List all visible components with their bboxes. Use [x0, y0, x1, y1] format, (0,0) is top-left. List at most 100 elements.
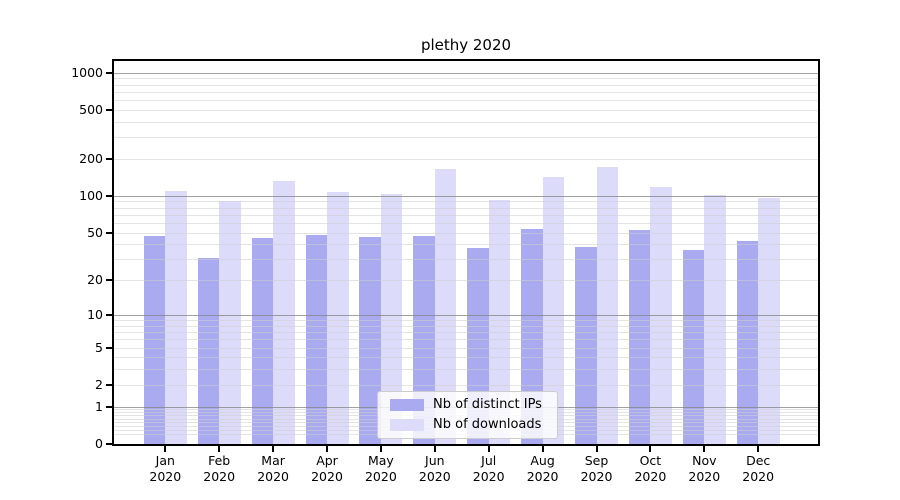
minor-gridline [114, 158, 818, 160]
bar-distinct-ips [251, 238, 274, 444]
bar-downloads [219, 201, 241, 444]
y-tick-mark [106, 383, 112, 386]
bar-distinct-ips [305, 234, 327, 444]
y-tick-mark [106, 314, 112, 317]
x-tick-label-year: 2020 [418, 469, 451, 484]
y-tick-mark [106, 194, 112, 197]
x-tick-mark [433, 446, 436, 452]
x-tick-label-month: Jun [425, 453, 445, 468]
minor-gridline [114, 244, 818, 246]
legend-swatch [390, 418, 424, 431]
x-tick-label-year: 2020 [580, 469, 613, 484]
minor-gridline [114, 347, 818, 349]
x-tick-mark [487, 446, 490, 452]
x-tick-mark [595, 446, 598, 452]
minor-gridline [114, 91, 818, 93]
x-tick-label-month: Aug [530, 453, 555, 468]
minor-gridline [114, 357, 818, 359]
legend-label: Nb of distinct IPs [433, 397, 542, 412]
x-tick-label-month: Apr [316, 453, 338, 468]
x-tick-label-year: 2020 [472, 469, 505, 484]
minor-gridline [114, 339, 818, 341]
x-tick-mark [164, 446, 167, 452]
x-tick-mark [703, 446, 706, 452]
y-tick-label: 0 [95, 436, 103, 451]
y-tick-label: 20 [87, 272, 103, 288]
y-tick-mark [106, 71, 112, 74]
y-tick-label: 5 [95, 339, 103, 355]
x-tick-label-year: 2020 [149, 469, 182, 484]
chart-title: plethy 2020 [420, 36, 512, 54]
x-tick-label-month: Jan [155, 453, 175, 468]
minor-gridline [114, 325, 818, 327]
y-tick-label: 100 [79, 187, 103, 203]
minor-gridline [114, 84, 818, 86]
bar-distinct-ips [575, 247, 597, 444]
x-tick-mark [272, 446, 275, 452]
bar-downloads [488, 200, 511, 444]
y-tick-label: 10 [87, 307, 103, 323]
x-tick-label-year: 2020 [688, 469, 721, 484]
x-tick-label-year: 2020 [311, 469, 343, 484]
y-tick-mark [106, 108, 112, 111]
bar-distinct-ips [736, 240, 759, 444]
x-tick-mark [379, 446, 382, 452]
x-tick-label-month: Dec [746, 453, 771, 468]
legend-swatch [390, 398, 424, 411]
y-tick-mark [106, 279, 112, 282]
x-tick-label-year: 2020 [742, 469, 775, 484]
bar-downloads [704, 195, 726, 444]
minor-gridline [114, 109, 818, 111]
y-tick-label: 2 [95, 376, 103, 392]
minor-gridline [114, 232, 818, 234]
bar-downloads [273, 181, 295, 444]
bar-downloads [380, 194, 403, 444]
x-tick-label-month: Feb [208, 453, 231, 468]
bar-downloads [165, 190, 187, 444]
minor-gridline [114, 280, 818, 282]
y-tick-label: 500 [79, 101, 103, 117]
y-tick-mark [106, 443, 112, 445]
minor-gridline [114, 259, 818, 261]
x-tick-label-year: 2020 [203, 469, 236, 484]
bar-downloads [434, 169, 457, 444]
x-tick-label-year: 2020 [526, 469, 559, 484]
x-tick-label-month: Jul [481, 453, 497, 468]
x-tick-label-year: 2020 [634, 469, 667, 484]
y-tick-mark [106, 231, 112, 234]
x-tick-label-month: May [367, 453, 394, 468]
minor-gridline [114, 332, 818, 334]
bar-distinct-ips [628, 229, 651, 444]
legend-item: Nb of distinct IPs [390, 397, 547, 412]
x-tick-label-year: 2020 [364, 469, 397, 484]
x-tick-mark [757, 446, 760, 452]
x-tick-mark [326, 446, 328, 452]
y-tick-mark [106, 346, 112, 349]
x-tick-label-month: Sep [584, 453, 609, 468]
bar-distinct-ips [682, 249, 705, 444]
major-gridline [114, 195, 818, 197]
x-tick-mark [218, 446, 221, 452]
x-tick-label-month: Nov [692, 453, 717, 468]
minor-gridline [114, 207, 818, 209]
x-tick-mark [541, 446, 544, 452]
bar-downloads [327, 191, 349, 444]
bar-downloads [596, 167, 618, 444]
bar-downloads [542, 177, 565, 444]
bar-distinct-ips [197, 257, 220, 444]
major-gridline [114, 315, 818, 317]
plot-area [114, 61, 818, 444]
minor-gridline [114, 137, 818, 139]
minor-gridline [114, 384, 818, 386]
minor-gridline [114, 214, 818, 216]
minor-gridline [114, 369, 818, 371]
y-tick-label: 1 [95, 398, 103, 414]
minor-gridline [114, 78, 818, 80]
x-tick-label-month: Oct [639, 453, 662, 468]
minor-gridline [114, 201, 818, 203]
minor-gridline [114, 99, 818, 101]
legend-item: Nb of downloads [390, 417, 547, 432]
bar-distinct-ips [521, 228, 543, 444]
minor-gridline [114, 320, 818, 322]
